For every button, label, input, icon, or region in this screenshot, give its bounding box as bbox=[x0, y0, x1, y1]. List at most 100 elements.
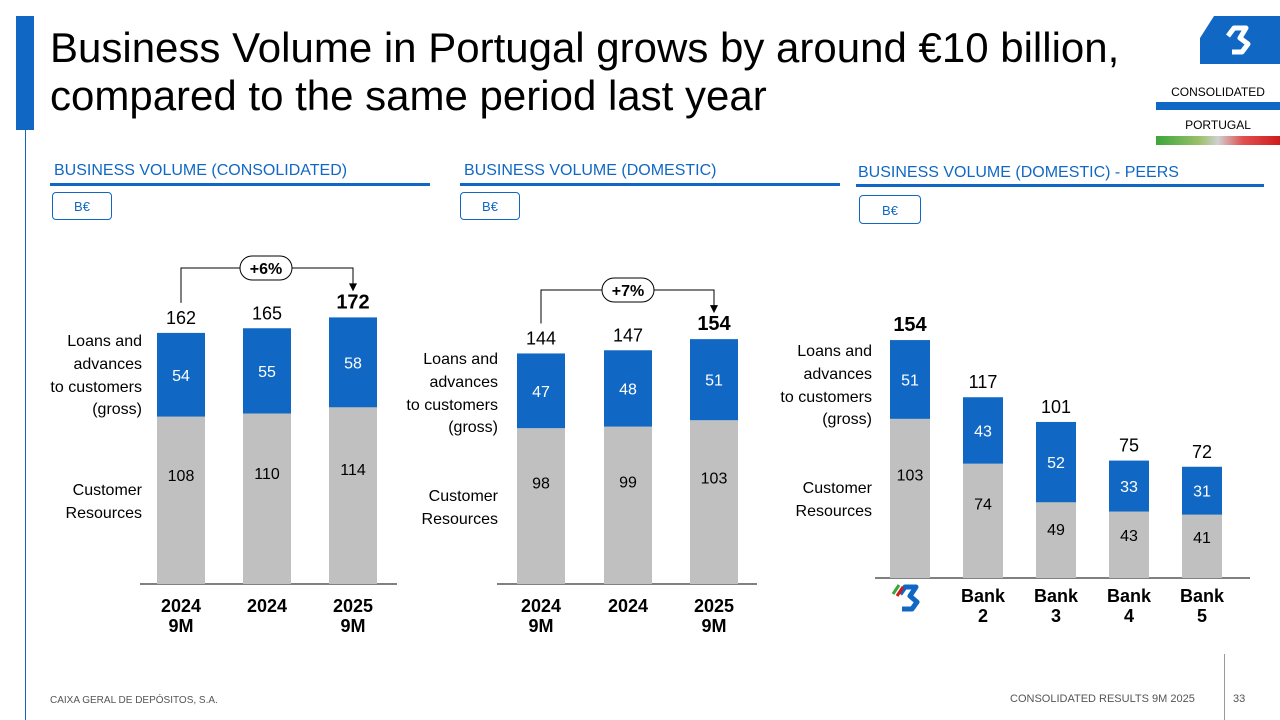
series-label-loans: (gross) bbox=[448, 419, 498, 436]
cgd-logo-icon bbox=[891, 584, 920, 612]
data-label-total: 147 bbox=[613, 325, 643, 345]
bar-loans bbox=[890, 340, 930, 419]
bar-loans bbox=[963, 397, 1003, 464]
bar-customer-resources bbox=[157, 416, 205, 584]
tag-portugal-bar bbox=[1156, 136, 1280, 145]
data-label-loans: 51 bbox=[901, 372, 919, 389]
bar-customer-resources bbox=[1036, 502, 1076, 578]
data-label-customer-resources: 99 bbox=[619, 475, 637, 492]
growth-pill bbox=[239, 255, 293, 281]
data-label-customer-resources: 41 bbox=[1193, 530, 1211, 547]
data-label-customer-resources: 114 bbox=[340, 462, 366, 479]
series-label-customer-resources: Customer bbox=[429, 488, 499, 505]
data-label-total: 154 bbox=[893, 314, 927, 336]
bar-loans bbox=[243, 328, 291, 414]
data-label-loans: 58 bbox=[344, 355, 362, 372]
data-label-loans: 47 bbox=[532, 384, 550, 401]
data-label-loans: 52 bbox=[1047, 455, 1065, 472]
section-title-consolidated: BUSINESS VOLUME (CONSOLIDATED) bbox=[54, 162, 348, 179]
data-label-total: 154 bbox=[697, 313, 731, 335]
page-title: Business Volume in Portugal grows by aro… bbox=[50, 24, 1120, 119]
series-label-loans: to customers bbox=[406, 397, 498, 414]
data-label-loans: 48 bbox=[619, 381, 637, 398]
growth-pill bbox=[601, 277, 655, 303]
bar-loans bbox=[604, 350, 652, 427]
tick-label: 2025 9M bbox=[333, 596, 373, 636]
bar-customer-resources bbox=[329, 407, 377, 584]
tick-label: 2024 bbox=[247, 596, 287, 616]
series-label-loans: Loans and bbox=[67, 333, 142, 350]
bar-loans bbox=[1036, 421, 1076, 503]
section-title-domestic: BUSINESS VOLUME (DOMESTIC) bbox=[464, 162, 717, 179]
series-label-loans: (gross) bbox=[822, 411, 872, 428]
data-label-total: 165 bbox=[252, 303, 282, 323]
bar-customer-resources bbox=[890, 418, 930, 578]
tick-label: Bank 4 bbox=[1107, 586, 1152, 626]
footer-report: CONSOLIDATED RESULTS 9M 2025 bbox=[1010, 693, 1195, 705]
tick-label: 2024 9M bbox=[161, 596, 201, 636]
tick-label: 2025 9M bbox=[694, 596, 734, 636]
cgd-logo-icon bbox=[1200, 16, 1251, 55]
page-number: 33 bbox=[1233, 693, 1246, 705]
series-label-loans: advances bbox=[804, 366, 873, 383]
bar-customer-resources bbox=[690, 420, 738, 584]
data-label-loans: 51 bbox=[705, 373, 723, 390]
series-label-loans: advances bbox=[74, 356, 143, 373]
data-label-total: 162 bbox=[166, 308, 196, 328]
series-label-customer-resources: Customer bbox=[803, 480, 873, 497]
data-label-customer-resources: 108 bbox=[168, 468, 195, 485]
data-label-loans: 31 bbox=[1193, 484, 1211, 501]
series-label-customer-resources: Resources bbox=[796, 503, 872, 520]
bar-loans bbox=[690, 339, 738, 421]
left-rule bbox=[25, 130, 26, 720]
series-label-loans: Loans and bbox=[797, 343, 872, 360]
series-label-customer-resources: Resources bbox=[66, 505, 142, 522]
bar-loans bbox=[517, 353, 565, 429]
data-label-loans: 55 bbox=[258, 364, 276, 381]
data-label-customer-resources: 98 bbox=[532, 476, 550, 493]
cgd-logo bbox=[1200, 16, 1280, 64]
section-title-peers: BUSINESS VOLUME (DOMESTIC) - PEERS bbox=[858, 164, 1179, 181]
data-label-customer-resources: 43 bbox=[1120, 528, 1138, 545]
data-label-loans: 33 bbox=[1120, 479, 1138, 496]
tick-label: 2024 9M bbox=[521, 596, 561, 636]
data-label-customer-resources: 110 bbox=[254, 466, 280, 483]
series-label-loans: to customers bbox=[780, 389, 872, 406]
tick-label: Bank 2 bbox=[961, 586, 1006, 626]
section-rule-domestic bbox=[460, 183, 840, 186]
series-label-loans: Loans and bbox=[423, 351, 498, 368]
data-label-customer-resources: 74 bbox=[974, 497, 992, 514]
tag-consolidated-bar bbox=[1156, 102, 1280, 110]
data-label-total: 117 bbox=[969, 372, 998, 392]
bar-customer-resources bbox=[604, 426, 652, 584]
data-label-customer-resources: 103 bbox=[897, 468, 924, 485]
data-label-loans: 43 bbox=[974, 423, 992, 440]
title-accent-bar bbox=[16, 16, 34, 130]
unit-badge-domestic: B€ bbox=[460, 192, 520, 220]
growth-arrow bbox=[710, 305, 718, 314]
series-label-loans: advances bbox=[430, 374, 499, 391]
section-rule-consolidated bbox=[50, 183, 430, 186]
series-label-loans: to customers bbox=[50, 379, 142, 396]
data-label-customer-resources: 103 bbox=[701, 471, 728, 488]
bar-customer-resources bbox=[1109, 511, 1149, 578]
bar-customer-resources bbox=[243, 413, 291, 584]
series-label-loans: (gross) bbox=[92, 401, 142, 418]
growth-label: +6% bbox=[250, 261, 282, 278]
bar-loans bbox=[1182, 466, 1222, 515]
tick-label: Bank 5 bbox=[1180, 586, 1225, 626]
section-rule-peers bbox=[856, 184, 1264, 187]
growth-arrow bbox=[349, 283, 357, 292]
bar-loans bbox=[329, 317, 377, 408]
bar-loans bbox=[1109, 460, 1149, 512]
data-label-loans: 54 bbox=[172, 368, 190, 385]
data-label-total: 101 bbox=[1041, 397, 1071, 417]
tag-consolidated: CONSOLIDATED bbox=[1171, 85, 1265, 99]
growth-label: +7% bbox=[612, 283, 644, 300]
series-label-customer-resources: Resources bbox=[422, 511, 498, 528]
tick-label: 2024 bbox=[608, 596, 648, 616]
bar-customer-resources bbox=[1182, 514, 1222, 578]
unit-badge-peers: B€ bbox=[859, 195, 921, 224]
data-label-total: 172 bbox=[336, 291, 369, 313]
